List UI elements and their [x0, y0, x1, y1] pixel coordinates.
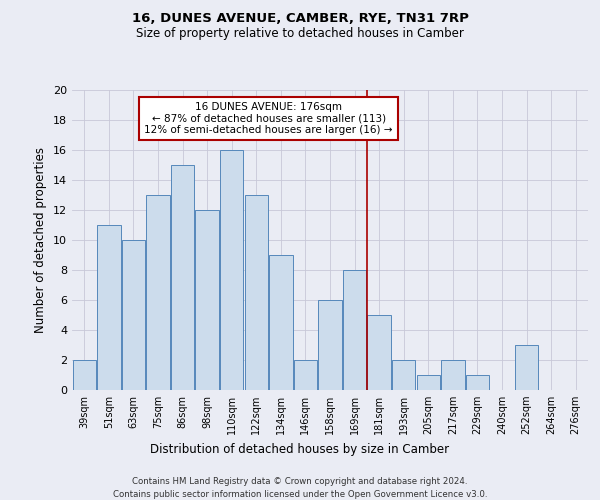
Text: Size of property relative to detached houses in Camber: Size of property relative to detached ho…: [136, 28, 464, 40]
Bar: [73, 360, 96, 390]
Bar: [319, 300, 341, 390]
Bar: [171, 165, 194, 390]
Bar: [343, 270, 366, 390]
Text: Contains public sector information licensed under the Open Government Licence v3: Contains public sector information licen…: [113, 490, 487, 499]
Bar: [392, 360, 415, 390]
Text: 16 DUNES AVENUE: 176sqm
← 87% of detached houses are smaller (113)
12% of semi-d: 16 DUNES AVENUE: 176sqm ← 87% of detache…: [145, 102, 393, 135]
Text: 16, DUNES AVENUE, CAMBER, RYE, TN31 7RP: 16, DUNES AVENUE, CAMBER, RYE, TN31 7RP: [131, 12, 469, 26]
Bar: [515, 345, 538, 390]
Bar: [269, 255, 293, 390]
Bar: [122, 240, 145, 390]
Bar: [441, 360, 464, 390]
Bar: [245, 195, 268, 390]
Text: Distribution of detached houses by size in Camber: Distribution of detached houses by size …: [151, 442, 449, 456]
Bar: [416, 375, 440, 390]
Text: Contains HM Land Registry data © Crown copyright and database right 2024.: Contains HM Land Registry data © Crown c…: [132, 478, 468, 486]
Bar: [294, 360, 317, 390]
Bar: [220, 150, 244, 390]
Bar: [196, 210, 219, 390]
Bar: [466, 375, 489, 390]
Bar: [367, 315, 391, 390]
Bar: [146, 195, 170, 390]
Bar: [97, 225, 121, 390]
Y-axis label: Number of detached properties: Number of detached properties: [34, 147, 47, 333]
